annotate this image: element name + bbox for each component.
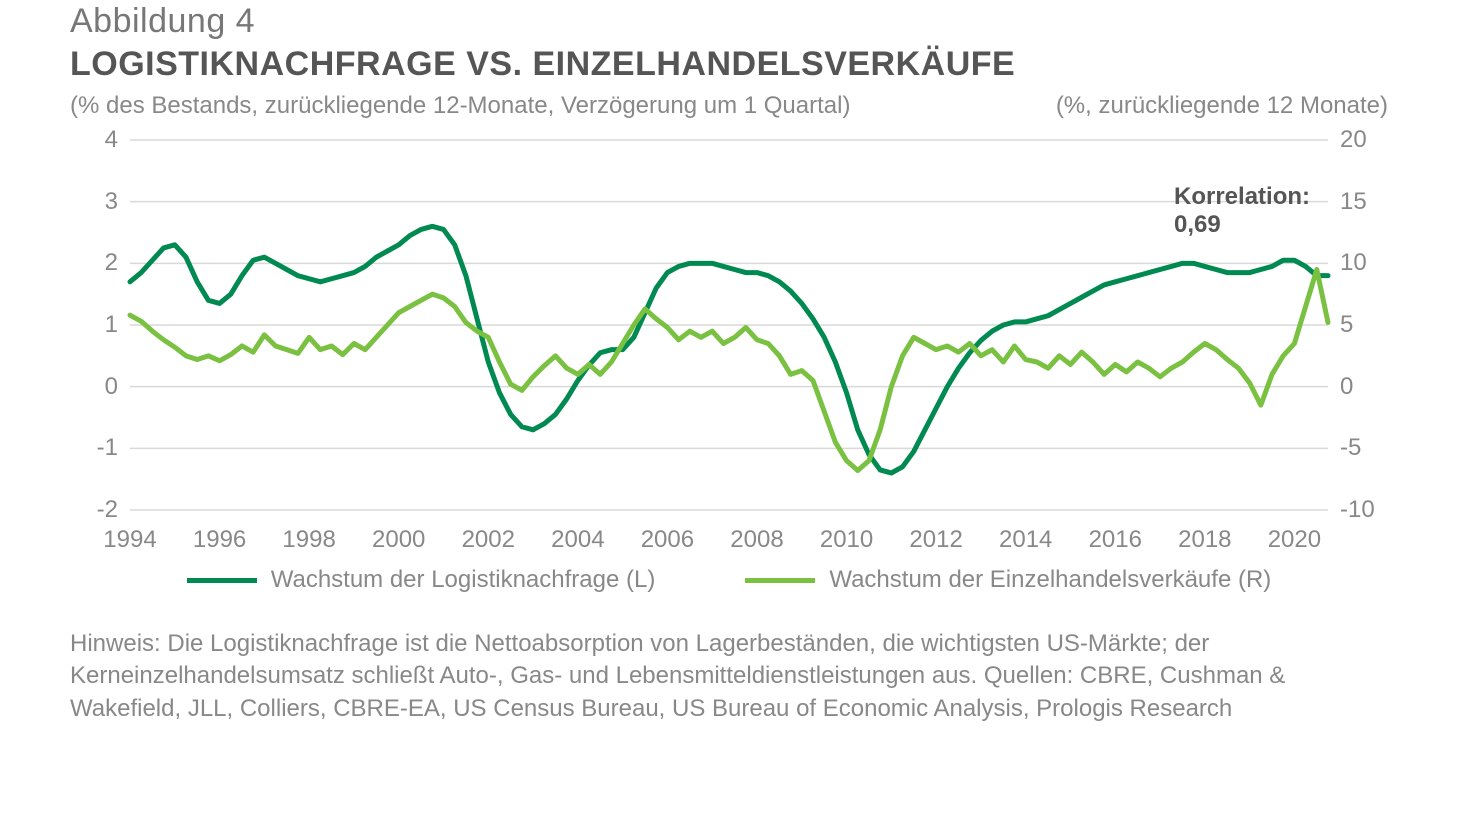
- legend-swatch-2: [745, 578, 815, 583]
- y-left-tick-label: 1: [105, 311, 118, 339]
- x-tick-label: 2018: [1178, 526, 1231, 554]
- plot-svg: [130, 140, 1328, 510]
- legend-item-1: Wachstum der Logistiknachfrage (L): [187, 566, 656, 594]
- x-tick-label: 2004: [551, 526, 604, 554]
- y-right-tick-label: 0: [1340, 373, 1353, 401]
- x-tick-label: 2016: [1089, 526, 1142, 554]
- chart-title: LOGISTIKNACHFRAGE VS. EINZELHANDELSVERKÄ…: [70, 45, 1388, 84]
- y-right-tick-label: 15: [1340, 188, 1367, 216]
- x-tick-label: 2020: [1268, 526, 1321, 554]
- subtitle-right: (%, zurückliegende 12 Monate): [1056, 92, 1388, 120]
- x-tick-label: 1998: [282, 526, 335, 554]
- subtitle-row: (% des Bestands, zurückliegende 12-Monat…: [70, 92, 1388, 120]
- legend-label-2: Wachstum der Einzelhandelsverkäufe (R): [829, 566, 1271, 594]
- plot-area: [130, 140, 1328, 510]
- legend-swatch-1: [187, 578, 257, 583]
- y-left-tick-label: -2: [97, 496, 118, 524]
- y-left-tick-label: -1: [97, 434, 118, 462]
- legend: Wachstum der Logistiknachfrage (L) Wachs…: [70, 566, 1388, 594]
- x-tick-label: 2006: [641, 526, 694, 554]
- x-tick-label: 2010: [820, 526, 873, 554]
- x-tick-label: 2012: [909, 526, 962, 554]
- y-left-tick-label: 4: [105, 126, 118, 154]
- y-left-tick-label: 3: [105, 188, 118, 216]
- x-tick-label: 1996: [193, 526, 246, 554]
- y-right-tick-label: -5: [1340, 434, 1361, 462]
- x-tick-label: 2002: [462, 526, 515, 554]
- y-left-tick-label: 0: [105, 373, 118, 401]
- figure-number: Abbildung 4: [70, 0, 1388, 41]
- y-right-tick-label: 10: [1340, 249, 1367, 277]
- x-tick-label: 1994: [103, 526, 156, 554]
- legend-label-1: Wachstum der Logistiknachfrage (L): [271, 566, 656, 594]
- x-tick-label: 2000: [372, 526, 425, 554]
- footnote: Hinweis: Die Logistiknachfrage ist die N…: [70, 628, 1388, 725]
- y-right-tick-label: -10: [1340, 496, 1375, 524]
- y-right-tick-label: 5: [1340, 311, 1353, 339]
- legend-item-2: Wachstum der Einzelhandelsverkäufe (R): [745, 566, 1271, 594]
- chart: Korrelation: 0,69-2-101234-10-5051015201…: [70, 130, 1388, 560]
- x-tick-label: 2008: [730, 526, 783, 554]
- subtitle-left: (% des Bestands, zurückliegende 12-Monat…: [70, 92, 850, 120]
- y-left-tick-label: 2: [105, 249, 118, 277]
- correlation-annotation: Korrelation: 0,69: [1174, 183, 1310, 239]
- figure-container: Abbildung 4 LOGISTIKNACHFRAGE VS. EINZEL…: [0, 0, 1458, 833]
- x-tick-label: 2014: [999, 526, 1052, 554]
- y-right-tick-label: 20: [1340, 126, 1367, 154]
